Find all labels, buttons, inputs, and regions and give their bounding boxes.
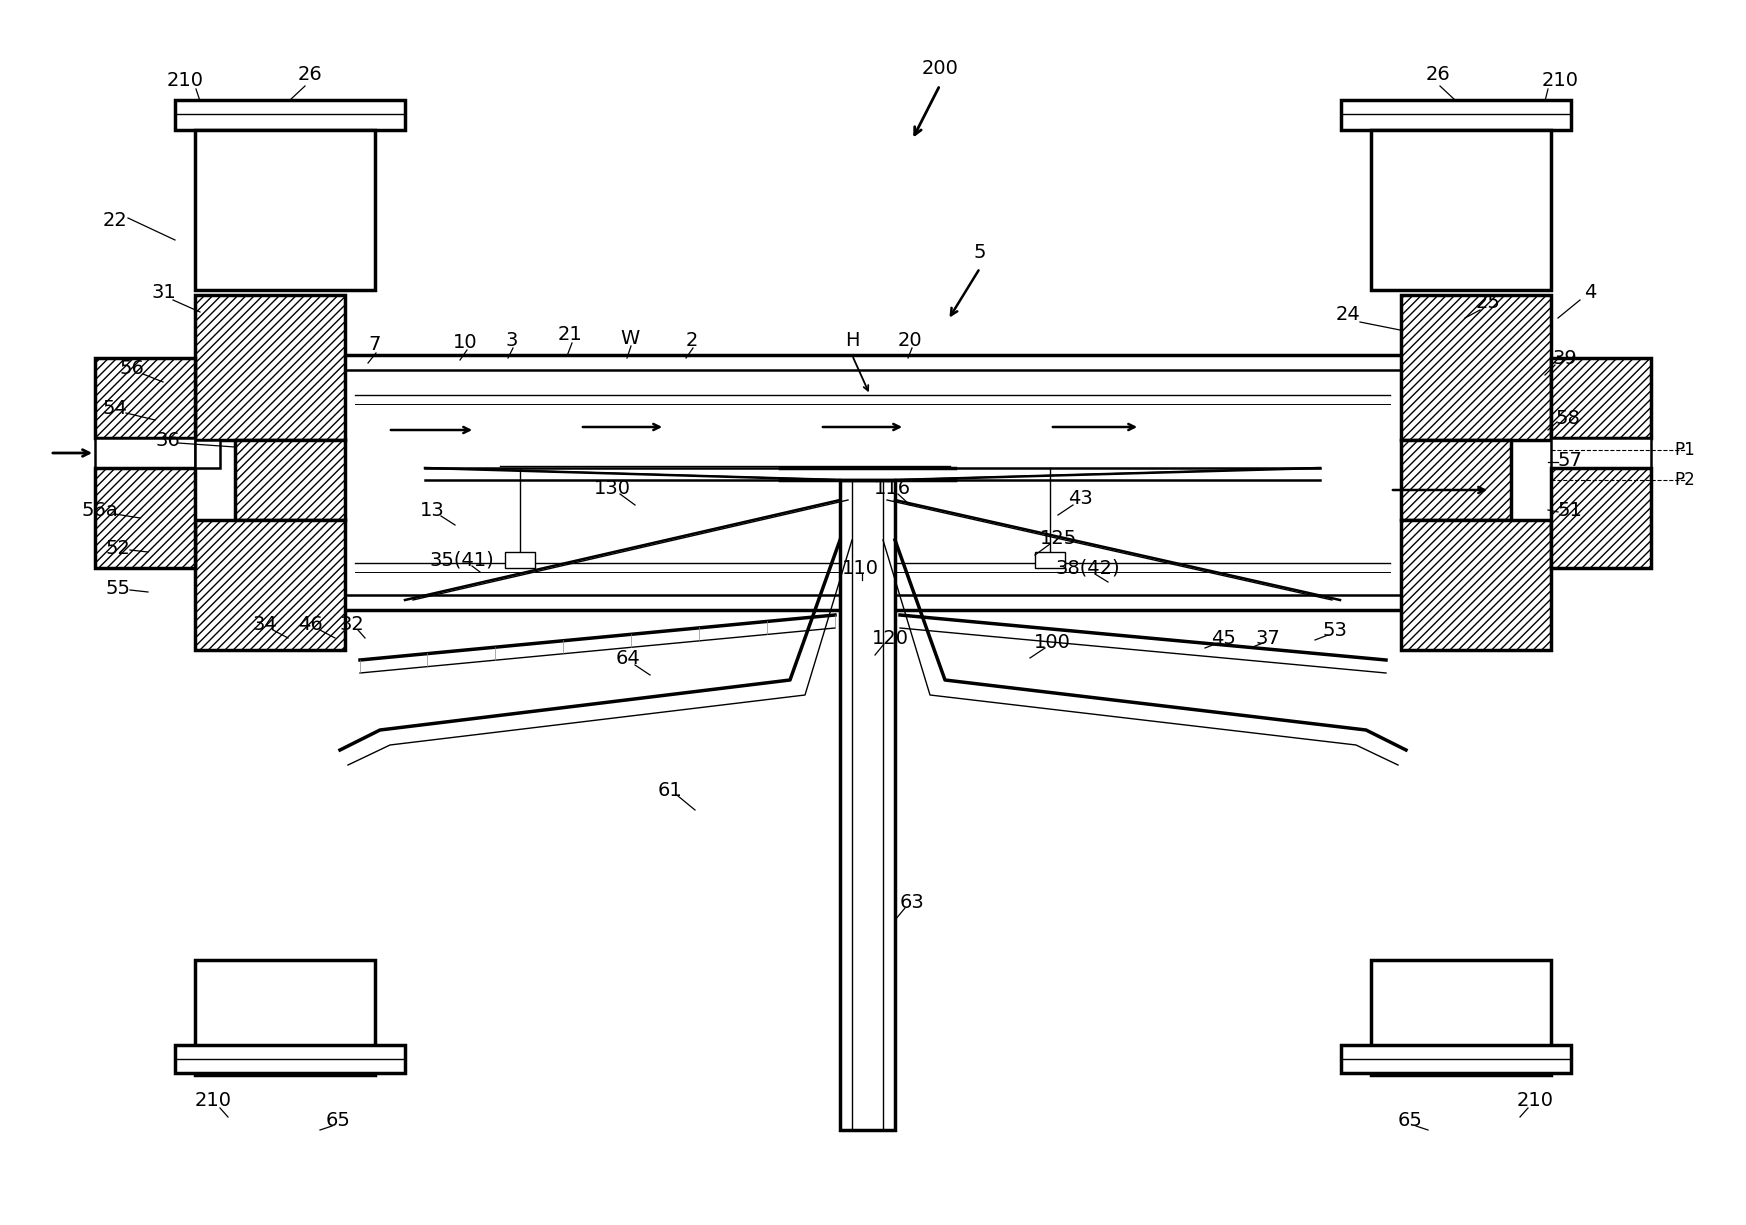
Text: 24: 24 [1336,305,1360,325]
Bar [196,960,375,1076]
Text: 56a: 56a [82,501,119,519]
Text: 63: 63 [899,893,924,911]
Text: P1: P1 [1674,441,1695,459]
Text: 64: 64 [616,648,641,668]
Text: 210: 210 [166,71,204,89]
Text: 46: 46 [297,615,323,635]
Text: 51: 51 [1557,501,1582,519]
Text: 56: 56 [119,359,145,377]
Text: 2: 2 [686,331,698,349]
Bar [1550,358,1652,439]
Bar [94,468,196,568]
Bar [1400,295,1550,440]
Text: 21: 21 [557,326,583,344]
Text: 210: 210 [194,1090,232,1110]
Text: H: H [845,331,859,349]
Text: 45: 45 [1212,628,1236,648]
Text: 10: 10 [452,332,477,352]
Text: 61: 61 [658,780,683,800]
Bar [196,130,375,290]
Bar [1550,468,1652,568]
Text: 200: 200 [922,59,959,77]
Bar [1400,519,1550,650]
Text: W: W [620,328,639,348]
Text: 38(42): 38(42) [1056,559,1121,577]
Text: 13: 13 [419,501,445,519]
Bar [1371,960,1550,1076]
Text: 116: 116 [873,479,911,497]
Bar [196,519,346,650]
Text: 43: 43 [1067,489,1093,507]
Bar [1035,552,1065,568]
Text: 110: 110 [842,559,878,577]
Text: 34: 34 [253,615,278,635]
Text: 3: 3 [506,331,519,349]
Text: 25: 25 [1475,293,1500,311]
Text: 65: 65 [325,1111,351,1129]
Bar [175,100,405,130]
Text: 7: 7 [368,336,381,354]
Text: 36: 36 [155,430,180,450]
Text: 210: 210 [1517,1090,1554,1110]
Text: 22: 22 [103,211,127,229]
Bar [196,295,346,440]
Text: 26: 26 [1426,65,1451,85]
Text: 26: 26 [297,65,323,85]
Text: 55: 55 [105,578,131,598]
Bar [1550,439,1652,468]
Text: 20: 20 [897,331,922,349]
Bar [196,440,220,468]
Text: 4: 4 [1584,283,1596,301]
Text: 39: 39 [1552,348,1577,368]
Text: 125: 125 [1039,528,1077,548]
Text: 32: 32 [340,615,365,635]
Bar [236,440,346,519]
Text: 35(41): 35(41) [430,550,494,570]
Bar [175,1045,405,1073]
Text: 37: 37 [1255,628,1280,648]
Bar [94,439,196,468]
Bar [94,358,196,439]
Text: 53: 53 [1322,621,1348,639]
Text: 210: 210 [1542,71,1578,89]
Text: 58: 58 [1556,408,1580,428]
Text: 130: 130 [594,479,630,497]
Bar [1371,130,1550,290]
Text: 120: 120 [871,628,908,648]
Bar [840,480,896,1129]
Text: 52: 52 [105,539,131,557]
Bar [505,552,534,568]
Text: 31: 31 [152,283,176,301]
Text: 54: 54 [103,398,127,418]
Text: P2: P2 [1674,470,1695,489]
Text: 5: 5 [974,243,986,261]
Text: 57: 57 [1557,451,1582,469]
Bar [1341,100,1571,130]
Text: 65: 65 [1397,1111,1423,1129]
Text: 100: 100 [1034,632,1070,652]
Bar [1400,440,1510,519]
Bar [1341,1045,1571,1073]
